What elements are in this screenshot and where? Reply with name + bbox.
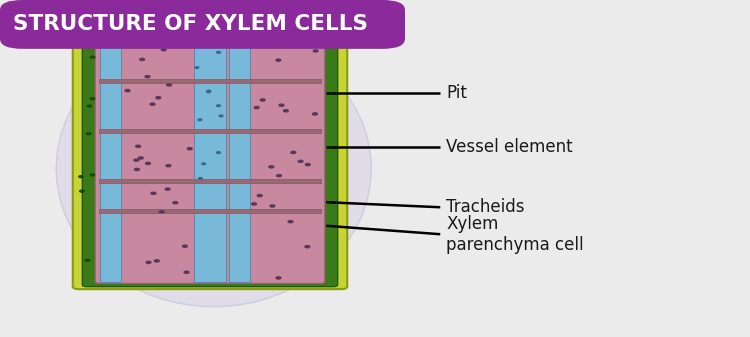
Circle shape — [90, 174, 94, 176]
Circle shape — [90, 56, 94, 58]
Text: STRUCTURE OF XYLEM CELLS: STRUCTURE OF XYLEM CELLS — [13, 14, 368, 34]
Text: Pit: Pit — [446, 84, 467, 102]
Circle shape — [146, 162, 150, 164]
Circle shape — [226, 22, 242, 29]
Bar — [194, 31, 226, 282]
Circle shape — [184, 271, 189, 273]
FancyBboxPatch shape — [0, 0, 405, 49]
Circle shape — [134, 168, 140, 171]
Circle shape — [219, 115, 223, 117]
Text: Tracheids: Tracheids — [446, 198, 525, 216]
Circle shape — [288, 221, 293, 223]
Circle shape — [207, 90, 211, 92]
Circle shape — [298, 160, 303, 162]
Bar — [100, 31, 121, 282]
Bar — [99, 129, 321, 133]
Circle shape — [151, 192, 156, 194]
Circle shape — [140, 58, 145, 61]
Circle shape — [159, 211, 164, 213]
Circle shape — [214, 21, 223, 25]
Circle shape — [232, 23, 239, 27]
Circle shape — [125, 90, 130, 92]
Circle shape — [252, 203, 257, 205]
Circle shape — [276, 59, 280, 61]
Circle shape — [146, 261, 151, 264]
Bar — [229, 31, 250, 282]
Circle shape — [198, 119, 202, 121]
Ellipse shape — [98, 23, 322, 38]
Circle shape — [209, 20, 226, 27]
Circle shape — [90, 98, 94, 100]
Circle shape — [165, 188, 170, 190]
Circle shape — [182, 245, 188, 247]
Circle shape — [291, 151, 296, 154]
Circle shape — [254, 106, 260, 109]
Circle shape — [257, 194, 262, 197]
Bar — [99, 179, 321, 183]
Circle shape — [145, 75, 150, 78]
Circle shape — [314, 50, 318, 52]
Circle shape — [199, 178, 202, 179]
Circle shape — [80, 190, 84, 192]
Circle shape — [138, 157, 143, 159]
Circle shape — [188, 20, 202, 26]
Circle shape — [150, 103, 155, 105]
Ellipse shape — [189, 24, 230, 34]
Circle shape — [154, 260, 159, 262]
Circle shape — [79, 176, 83, 178]
Circle shape — [279, 104, 284, 106]
Circle shape — [134, 159, 139, 161]
Circle shape — [276, 277, 281, 279]
Circle shape — [217, 105, 220, 106]
Circle shape — [270, 205, 274, 207]
Circle shape — [217, 52, 220, 53]
Circle shape — [172, 20, 190, 28]
Ellipse shape — [158, 26, 179, 33]
Circle shape — [166, 84, 172, 86]
Bar — [99, 79, 321, 83]
Circle shape — [207, 91, 211, 93]
Circle shape — [305, 246, 310, 248]
Bar — [99, 209, 321, 213]
Circle shape — [269, 166, 274, 168]
FancyBboxPatch shape — [95, 29, 325, 283]
FancyBboxPatch shape — [82, 30, 338, 287]
Circle shape — [136, 145, 140, 147]
Circle shape — [178, 22, 188, 26]
Circle shape — [202, 163, 206, 164]
Ellipse shape — [241, 26, 262, 33]
Circle shape — [161, 49, 166, 51]
Ellipse shape — [56, 30, 371, 307]
Circle shape — [193, 21, 200, 24]
Circle shape — [86, 133, 91, 135]
Circle shape — [166, 165, 171, 167]
Circle shape — [87, 105, 92, 107]
Text: Xylem
parenchyma cell: Xylem parenchyma cell — [446, 215, 584, 254]
FancyBboxPatch shape — [73, 28, 347, 289]
Circle shape — [277, 175, 281, 177]
Circle shape — [284, 110, 288, 112]
Circle shape — [195, 67, 199, 68]
Circle shape — [188, 148, 192, 150]
Circle shape — [217, 152, 220, 153]
Text: Vessel element: Vessel element — [446, 137, 573, 156]
Circle shape — [305, 163, 310, 166]
Circle shape — [173, 202, 178, 204]
Circle shape — [313, 113, 317, 115]
Circle shape — [260, 99, 265, 101]
Ellipse shape — [73, 19, 347, 42]
Ellipse shape — [82, 21, 338, 39]
Circle shape — [86, 259, 90, 261]
Circle shape — [156, 97, 160, 99]
